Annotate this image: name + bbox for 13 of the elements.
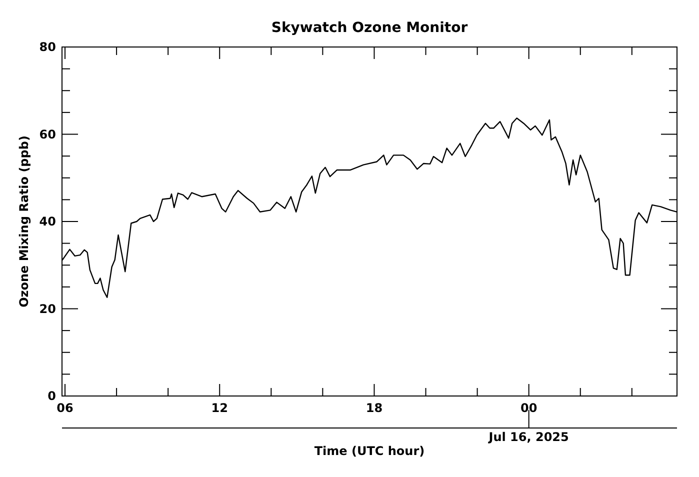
x-tick-label: 18 [366, 401, 383, 415]
x-tick-label: 06 [56, 401, 74, 415]
y-tick-label: 20 [39, 302, 56, 316]
x-tick-label: 00 [520, 401, 538, 415]
y-tick-label: 60 [39, 127, 56, 142]
x-tick-label: 12 [211, 401, 228, 415]
y-tick-label: 40 [39, 214, 56, 228]
y-axis-title: Ozone Mixing Ratio (ppb) [17, 136, 31, 308]
chart-title: Skywatch Ozone Monitor [271, 20, 468, 36]
x-axis-title: Time (UTC hour) [314, 444, 425, 458]
annotation: Jul 16, 2025 [488, 430, 569, 444]
y-tick-label: 0 [48, 389, 56, 403]
y-tick-label: 80 [39, 40, 56, 54]
